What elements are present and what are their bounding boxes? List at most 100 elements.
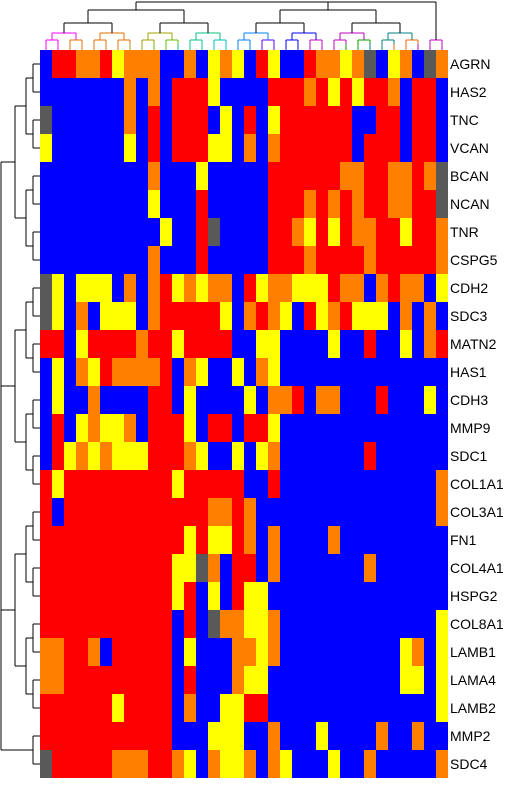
- heatmap-cell: [172, 162, 184, 190]
- heatmap-cell: [88, 498, 100, 526]
- heatmap-cell: [136, 274, 148, 302]
- heatmap-row: [40, 134, 448, 162]
- heatmap-cell: [112, 554, 124, 582]
- heatmap-cell: [328, 50, 340, 78]
- heatmap-row: [40, 302, 448, 330]
- heatmap-cell: [160, 386, 172, 414]
- heatmap-cell: [268, 218, 280, 246]
- heatmap-cell: [76, 610, 88, 638]
- heatmap-cell: [52, 414, 64, 442]
- heatmap-cell: [244, 274, 256, 302]
- heatmap-cell: [184, 106, 196, 134]
- heatmap-cell: [304, 498, 316, 526]
- heatmap-cell: [352, 442, 364, 470]
- heatmap-cell: [328, 78, 340, 106]
- heatmap-cell: [124, 386, 136, 414]
- heatmap-row: [40, 554, 448, 582]
- heatmap-cell: [124, 666, 136, 694]
- gene-label: HAS2: [448, 78, 504, 106]
- heatmap-row: [40, 750, 448, 778]
- heatmap-cell: [280, 610, 292, 638]
- heatmap-cell: [196, 610, 208, 638]
- heatmap-cell: [280, 302, 292, 330]
- heatmap-cell: [292, 666, 304, 694]
- heatmap-cell: [280, 414, 292, 442]
- heatmap-cell: [64, 134, 76, 162]
- heatmap-cell: [52, 78, 64, 106]
- heatmap-cell: [184, 218, 196, 246]
- heatmap-cell: [256, 694, 268, 722]
- heatmap-cell: [148, 470, 160, 498]
- heatmap-cell: [388, 190, 400, 218]
- heatmap-cell: [64, 722, 76, 750]
- heatmap-cell: [220, 526, 232, 554]
- heatmap-cell: [88, 330, 100, 358]
- heatmap-cell: [52, 442, 64, 470]
- heatmap-cell: [244, 414, 256, 442]
- heatmap-cell: [208, 722, 220, 750]
- heatmap-cell: [376, 610, 388, 638]
- heatmap-cell: [340, 246, 352, 274]
- heatmap-cell: [328, 218, 340, 246]
- heatmap-cell: [424, 246, 436, 274]
- heatmap-cell: [232, 162, 244, 190]
- heatmap-cell: [280, 358, 292, 386]
- heatmap-cell: [160, 358, 172, 386]
- heatmap-cell: [100, 610, 112, 638]
- heatmap-cell: [304, 722, 316, 750]
- heatmap-cell: [40, 302, 52, 330]
- gene-label: FN1: [448, 526, 504, 554]
- heatmap-cell: [268, 162, 280, 190]
- heatmap-cell: [424, 302, 436, 330]
- heatmap-cell: [184, 190, 196, 218]
- heatmap-cell: [268, 554, 280, 582]
- heatmap-cell: [436, 666, 448, 694]
- heatmap-cell: [328, 722, 340, 750]
- heatmap-cell: [340, 330, 352, 358]
- heatmap-cell: [316, 190, 328, 218]
- gene-label: NCAN: [448, 190, 504, 218]
- heatmap-cell: [196, 582, 208, 610]
- heatmap-cell: [220, 386, 232, 414]
- heatmap-row: [40, 414, 448, 442]
- heatmap-cell: [52, 358, 64, 386]
- heatmap-row: [40, 78, 448, 106]
- heatmap-cell: [64, 106, 76, 134]
- heatmap-cell: [328, 162, 340, 190]
- heatmap-cell: [304, 246, 316, 274]
- heatmap-cell: [88, 50, 100, 78]
- heatmap-cell: [208, 610, 220, 638]
- heatmap-cell: [76, 470, 88, 498]
- heatmap-cell: [220, 722, 232, 750]
- heatmap-cell: [172, 722, 184, 750]
- heatmap-cell: [112, 582, 124, 610]
- heatmap-cell: [280, 722, 292, 750]
- heatmap-cell: [280, 638, 292, 666]
- heatmap-cell: [124, 274, 136, 302]
- heatmap-cell: [220, 470, 232, 498]
- heatmap-cell: [184, 582, 196, 610]
- heatmap-cell: [148, 582, 160, 610]
- heatmap-cell: [172, 302, 184, 330]
- heatmap-cell: [412, 498, 424, 526]
- heatmap-cell: [208, 190, 220, 218]
- heatmap-cell: [136, 358, 148, 386]
- heatmap-cell: [88, 106, 100, 134]
- heatmap-cell: [112, 722, 124, 750]
- gene-label: TNR: [448, 218, 504, 246]
- heatmap-cell: [340, 190, 352, 218]
- heatmap-cell: [304, 330, 316, 358]
- heatmap-cell: [304, 106, 316, 134]
- heatmap-cell: [388, 470, 400, 498]
- heatmap-cell: [256, 330, 268, 358]
- heatmap-cell: [328, 386, 340, 414]
- heatmap-cell: [40, 330, 52, 358]
- heatmap-cell: [196, 246, 208, 274]
- heatmap-cell: [244, 470, 256, 498]
- heatmap-cell: [208, 582, 220, 610]
- heatmap-cell: [196, 190, 208, 218]
- heatmap-cell: [88, 358, 100, 386]
- heatmap-cell: [328, 610, 340, 638]
- heatmap-cell: [184, 666, 196, 694]
- heatmap-cell: [244, 582, 256, 610]
